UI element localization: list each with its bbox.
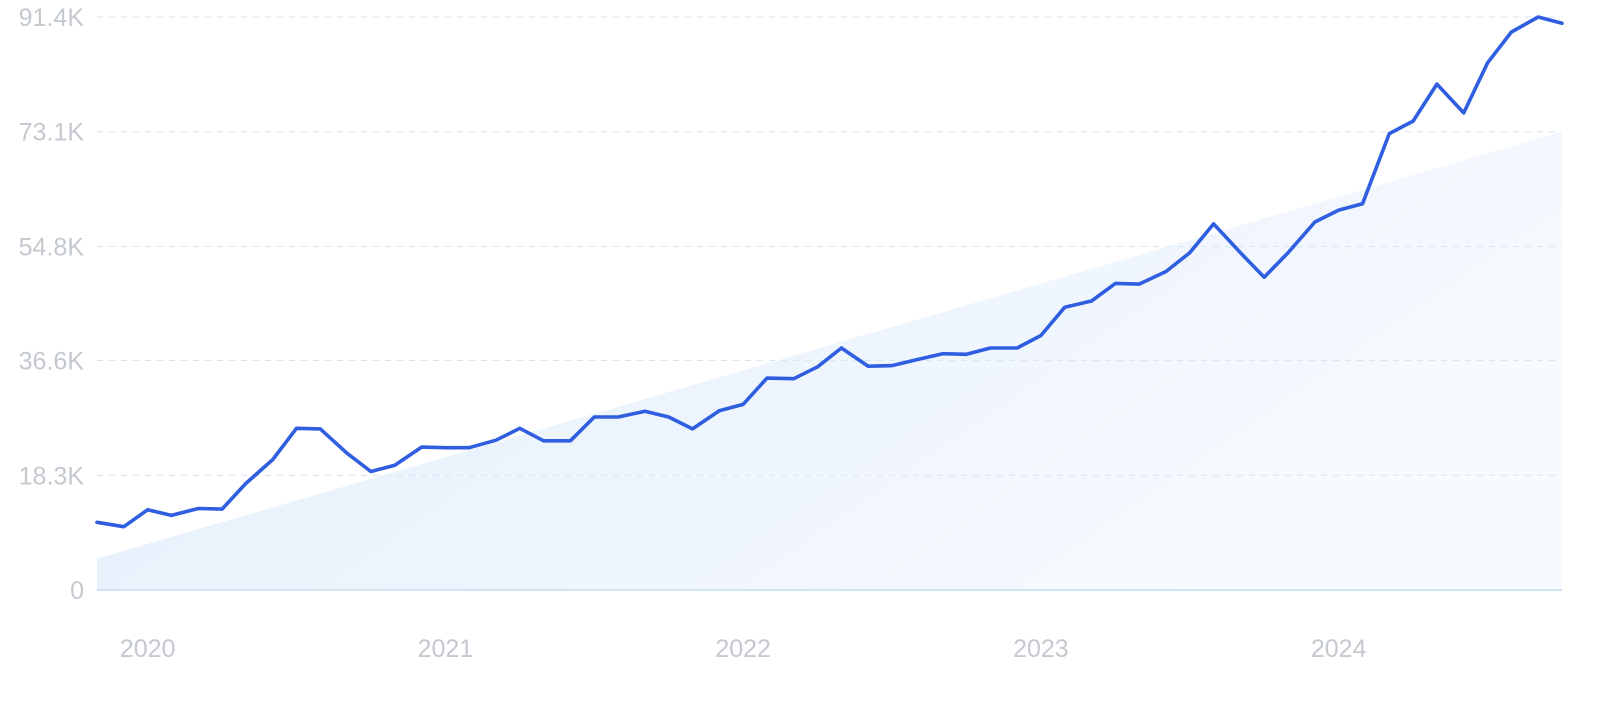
series-line-layer [95, 15, 1564, 529]
y-tick-label: 36.6K [19, 348, 85, 376]
x-tick-label: 2022 [715, 635, 771, 663]
x-tick-label: 2021 [418, 635, 474, 663]
series-line [95, 15, 1564, 529]
y-axis: 0 18.3K 36.6K 54.8K 73.1K 91.4K [19, 4, 85, 605]
x-axis: 2020 2021 2022 2023 2024 [120, 635, 1367, 663]
y-tick-label: 73.1K [19, 119, 85, 147]
y-tick-label: 18.3K [19, 462, 85, 490]
x-tick-label: 2024 [1311, 635, 1367, 663]
grid-layer [97, 16, 1562, 591]
y-tick-label: 91.4K [19, 4, 85, 32]
x-tick-label: 2020 [120, 635, 176, 663]
y-tick-label: 54.8K [19, 233, 85, 261]
y-tick-label: 0 [70, 577, 84, 605]
x-tick-label: 2023 [1013, 635, 1069, 663]
